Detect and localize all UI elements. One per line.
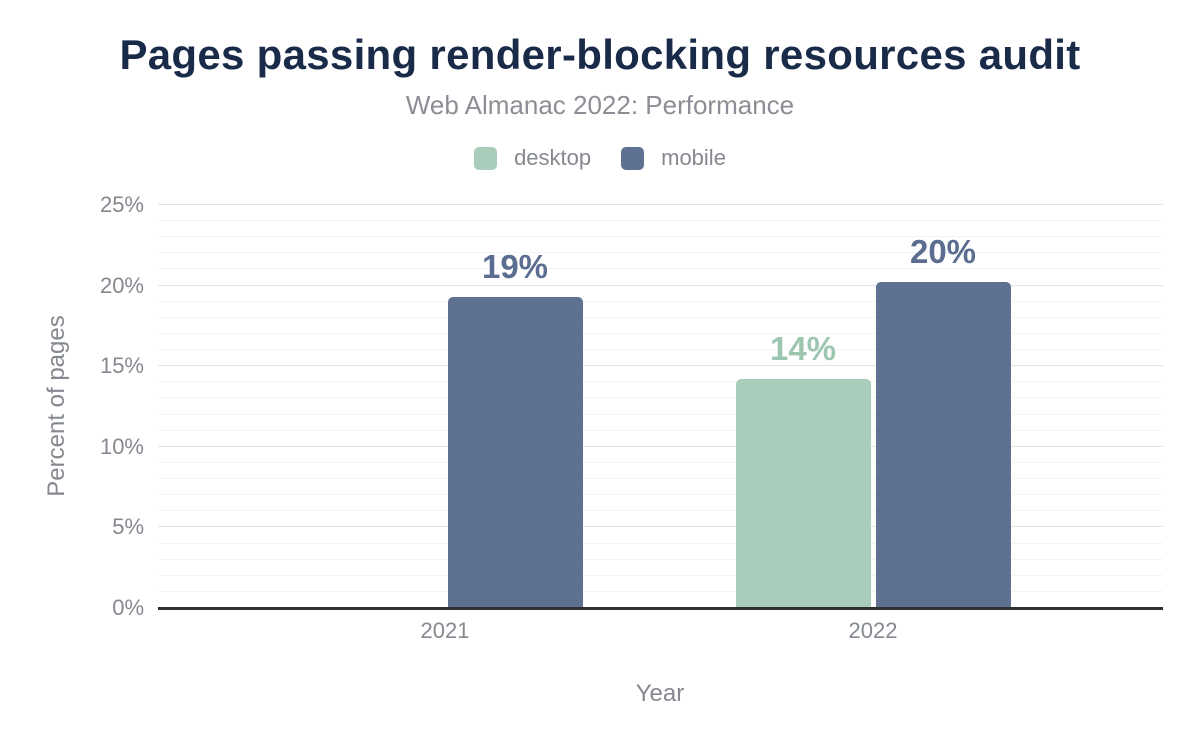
chart-subtitle: Web Almanac 2022: Performance	[405, 90, 795, 120]
minor-gridline	[158, 381, 1163, 383]
minor-gridline	[158, 332, 1163, 334]
legend-item-mobile[interactable]: mobile	[621, 145, 726, 171]
major-gridline	[158, 284, 1163, 286]
y-tick-label: 10%	[99, 433, 144, 459]
minor-gridline	[158, 429, 1163, 431]
x-axis-title: Year	[635, 680, 685, 707]
x-tick-label-2022: 2022	[848, 618, 898, 643]
x-axis-baseline	[158, 607, 1163, 610]
minor-gridline	[158, 316, 1163, 318]
x-tick-label-2021: 2021	[420, 618, 470, 643]
bar-mobile-2022[interactable]	[875, 282, 1011, 608]
bar-mobile-2021[interactable]	[447, 296, 583, 608]
minor-gridline	[158, 558, 1163, 560]
y-axis-title: Percent of pages	[43, 315, 70, 497]
bar-value-label-mobile-2022: 20%	[909, 233, 977, 271]
minor-gridline	[158, 300, 1163, 302]
bar-value-label-desktop-2022: 14%	[769, 330, 837, 368]
minor-gridline	[158, 236, 1163, 238]
y-tick-label: 0%	[112, 595, 144, 620]
legend-label: desktop	[514, 145, 592, 170]
y-tick-label: 20%	[99, 272, 144, 298]
major-gridline	[158, 365, 1163, 367]
minor-gridline	[158, 478, 1163, 480]
minor-gridline	[158, 220, 1163, 222]
plot-area: 14% 19% 20%	[158, 204, 1163, 610]
minor-gridline	[158, 268, 1163, 270]
bar-value-label-mobile-2021: 19%	[481, 247, 549, 285]
major-gridline	[158, 445, 1163, 447]
y-tick-label: 15%	[99, 353, 144, 379]
major-gridline	[158, 526, 1163, 528]
minor-gridline	[158, 542, 1163, 544]
minor-gridline	[158, 510, 1163, 512]
legend-swatch-icon	[474, 146, 498, 170]
bar-desktop-2022[interactable]	[735, 379, 871, 608]
minor-gridline	[158, 494, 1163, 496]
y-tick-label: 5%	[112, 514, 144, 540]
legend-item-desktop[interactable]: desktop	[474, 145, 591, 171]
legend-swatch-icon	[621, 146, 645, 170]
minor-gridline	[158, 252, 1163, 254]
chart-title: Pages passing render-blocking resources …	[119, 31, 1081, 78]
minor-gridline	[158, 461, 1163, 463]
minor-gridline	[158, 590, 1163, 592]
minor-gridline	[158, 397, 1163, 399]
minor-gridline	[158, 413, 1163, 415]
legend: desktop mobile	[0, 145, 1200, 171]
major-gridline	[158, 204, 1163, 205]
legend-label: mobile	[661, 145, 726, 170]
minor-gridline	[158, 349, 1163, 351]
minor-gridline	[158, 574, 1163, 576]
y-tick-label: 25%	[99, 192, 144, 217]
